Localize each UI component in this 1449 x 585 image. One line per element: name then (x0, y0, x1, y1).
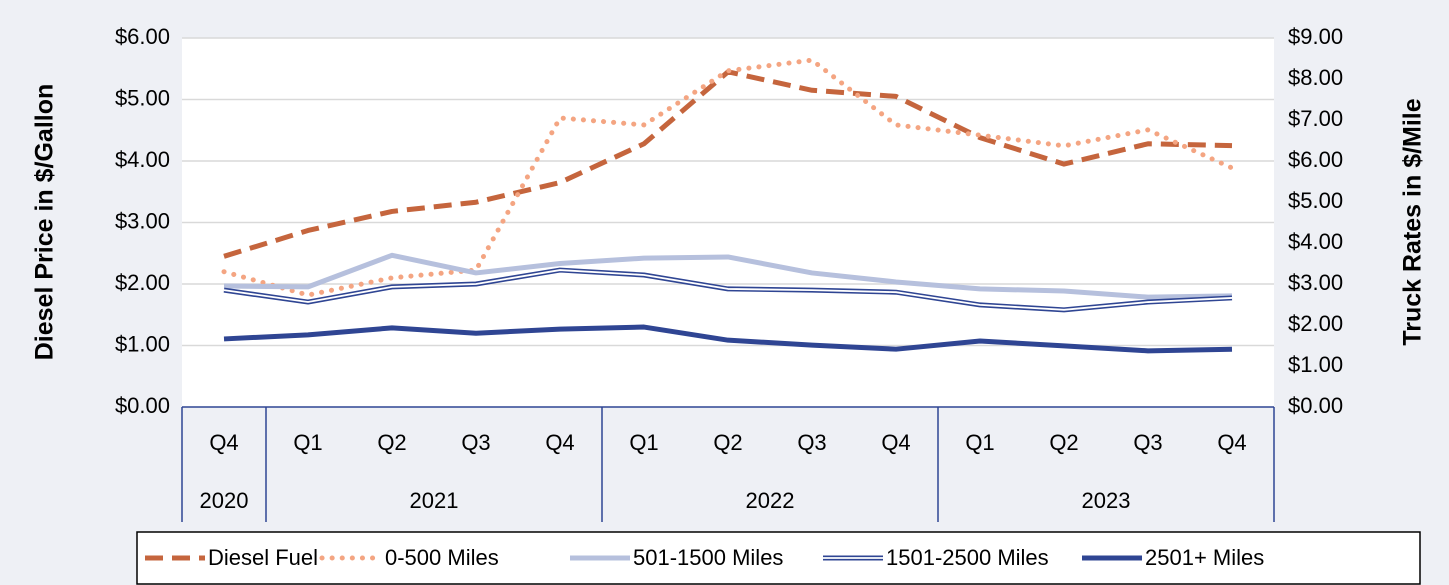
x-tick-label: Q1 (965, 430, 994, 455)
legend-label: 1501-2500 Miles (886, 545, 1049, 570)
y2-tick-label: $9.00 (1288, 24, 1343, 49)
y2-tick-label: $2.00 (1288, 311, 1343, 336)
x-group-label: 2021 (410, 488, 459, 513)
x-tick-label: Q3 (1133, 430, 1162, 455)
y-tick-label: $2.00 (115, 270, 170, 295)
x-group-label: 2023 (1082, 488, 1131, 513)
x-tick-label: Q4 (881, 430, 910, 455)
x-tick-label: Q4 (209, 430, 238, 455)
series-line (223, 324, 1233, 354)
y2-tick-label: $5.00 (1288, 188, 1343, 213)
y-tick-label: $0.00 (115, 393, 170, 418)
x-tick-label: Q3 (797, 430, 826, 455)
y2-tick-label: $8.00 (1288, 65, 1343, 90)
y2-axis-title: Truck Rates in $/Mile (1399, 98, 1427, 345)
x-tick-label: Q2 (1049, 430, 1078, 455)
x-tick-label: Q1 (629, 430, 658, 455)
y-tick-label: $1.00 (115, 331, 170, 356)
y2-tick-label: $3.00 (1288, 270, 1343, 295)
x-tick-label: Q4 (545, 430, 574, 455)
y-tick-label: $5.00 (115, 85, 170, 110)
legend-label: 2501+ Miles (1145, 545, 1264, 570)
x-tick-label: Q1 (293, 430, 322, 455)
x-tick-label: Q4 (1217, 430, 1246, 455)
y2-tick-label: $7.00 (1288, 106, 1343, 131)
legend-label: 0-500 Miles (385, 545, 499, 570)
x-group-label: 2020 (200, 488, 249, 513)
x-group-label: 2022 (746, 488, 795, 513)
y-tick-label: $4.00 (115, 147, 170, 172)
x-tick-label: Q2 (377, 430, 406, 455)
y-axis-title: Diesel Price in $/Gallon (31, 84, 59, 361)
x-tick-label: Q3 (461, 430, 490, 455)
y2-tick-label: $4.00 (1288, 229, 1343, 254)
legend-label: 501-1500 Miles (633, 545, 783, 570)
legend-label: Diesel Fuel (208, 545, 318, 570)
y-tick-label: $3.00 (115, 208, 170, 233)
y-tick-label: $6.00 (115, 24, 170, 49)
y2-tick-label: $1.00 (1288, 352, 1343, 377)
y2-tick-label: $0.00 (1288, 393, 1343, 418)
y2-tick-label: $6.00 (1288, 147, 1343, 172)
series-line (223, 252, 1233, 300)
series-line (221, 57, 1235, 298)
x-tick-label: Q2 (713, 430, 742, 455)
series-line-inner (223, 269, 1233, 311)
